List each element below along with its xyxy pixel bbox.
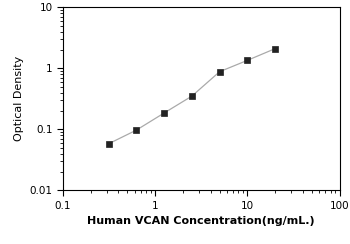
- X-axis label: Human VCAN Concentration(ng/mL.): Human VCAN Concentration(ng/mL.): [88, 216, 315, 226]
- Y-axis label: Optical Density: Optical Density: [14, 56, 24, 142]
